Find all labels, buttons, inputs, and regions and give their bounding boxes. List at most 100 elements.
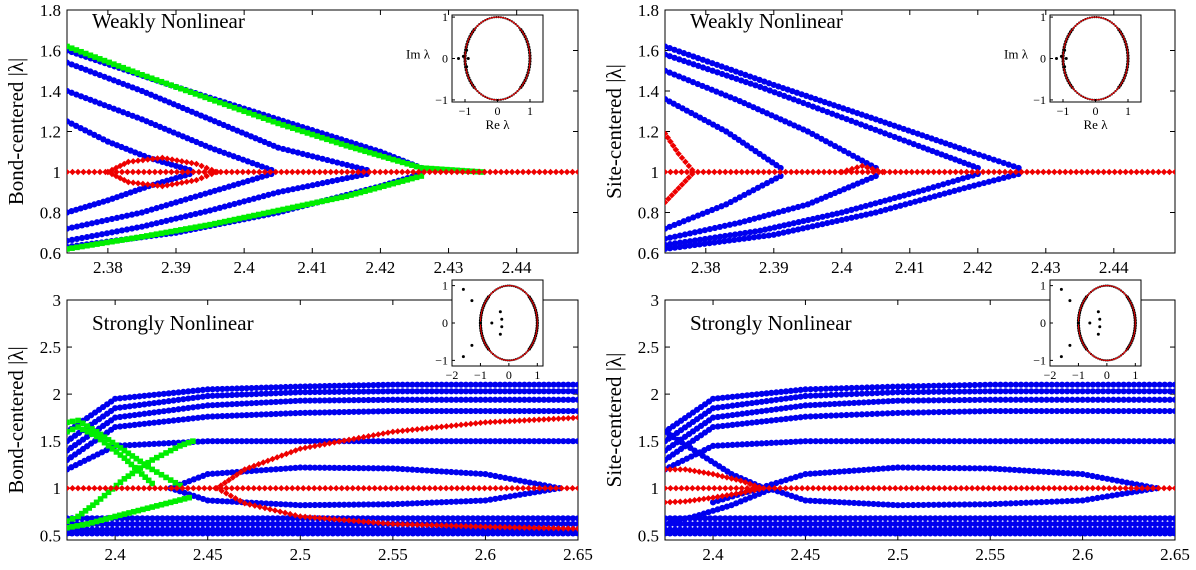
data-point (699, 210, 706, 217)
data-point (404, 466, 411, 473)
data-point (1125, 381, 1132, 388)
data-point (287, 389, 294, 396)
data-point (209, 413, 216, 420)
data-point (1043, 396, 1050, 403)
data-point (1104, 493, 1111, 500)
data-point (1161, 520, 1169, 528)
data-point (821, 401, 828, 408)
data-point (768, 439, 775, 447)
data-point (886, 196, 893, 203)
data-point (129, 235, 135, 242)
data-point (718, 203, 725, 210)
data-point (306, 397, 314, 404)
data-point (390, 156, 396, 163)
data-point (742, 229, 749, 237)
data-point (526, 524, 533, 531)
data-point (773, 479, 780, 487)
data-point (926, 194, 933, 201)
data-point (985, 168, 992, 176)
data-point (118, 213, 126, 220)
data-point (957, 530, 964, 537)
data-point (409, 396, 416, 403)
data-point (922, 520, 929, 528)
data-point (845, 150, 852, 157)
data-point (160, 418, 167, 425)
data-point (792, 473, 799, 481)
data-point (686, 515, 694, 522)
data-point (716, 168, 724, 176)
data-point (73, 47, 80, 53)
data-point (930, 501, 937, 508)
data-point (399, 515, 406, 522)
data-point (721, 222, 728, 229)
data-point (790, 227, 797, 234)
data-point (549, 515, 557, 522)
data-point (717, 233, 724, 240)
data-point (163, 229, 170, 236)
data-point (886, 485, 894, 492)
data-point (428, 521, 436, 529)
data-point (1105, 485, 1113, 492)
data-point (404, 381, 411, 388)
y-tick-label: 3 (651, 291, 660, 310)
data-point (728, 66, 735, 73)
data-point (79, 243, 85, 250)
data-point (569, 525, 577, 532)
data-point (82, 94, 89, 102)
data-point (997, 520, 1004, 528)
data-point (1115, 381, 1122, 388)
data-point (940, 501, 948, 508)
data-point (910, 388, 917, 396)
data-point (84, 530, 91, 537)
data-point (1125, 438, 1132, 445)
data-point (360, 433, 367, 441)
data-point (138, 209, 146, 216)
data-point (153, 231, 160, 237)
data-point (700, 495, 708, 503)
data-point (1052, 520, 1059, 528)
data-point (1100, 485, 1107, 492)
data-point (516, 396, 523, 403)
data-point (235, 180, 242, 187)
data-point (728, 74, 735, 81)
data-point (937, 138, 945, 145)
data-point (1047, 515, 1054, 522)
data-point (324, 136, 330, 143)
data-point (734, 441, 741, 448)
data-point (304, 152, 311, 159)
data-point (767, 520, 774, 528)
data-point (933, 137, 940, 144)
data-point (910, 409, 917, 416)
data-point (574, 525, 578, 532)
data-point (526, 381, 533, 388)
data-point (882, 206, 889, 213)
data-point (1069, 438, 1076, 445)
data-point (194, 438, 202, 445)
data-point (1109, 492, 1116, 499)
data-point (284, 520, 291, 528)
data-point (219, 530, 226, 537)
data-point (771, 224, 778, 231)
data-point (506, 388, 513, 395)
y-tick-label: 1.2 (638, 123, 659, 142)
data-point (752, 228, 759, 235)
data-point (304, 183, 311, 190)
data-point (1091, 515, 1099, 522)
data-point (253, 467, 260, 474)
data-point (365, 408, 372, 415)
data-point (369, 530, 376, 537)
data-point (1171, 396, 1175, 403)
data-point (1042, 515, 1049, 522)
data-point (855, 467, 863, 474)
y-tick-label: 3 (53, 291, 62, 310)
data-point (1072, 530, 1079, 537)
data-point (682, 177, 689, 185)
data-point (545, 388, 552, 395)
series-blue-4 (665, 67, 879, 172)
data-point (134, 180, 142, 187)
data-point (236, 497, 244, 504)
data-point (665, 195, 672, 203)
data-point (858, 390, 865, 397)
data-point (798, 168, 806, 176)
data-point (302, 409, 309, 416)
